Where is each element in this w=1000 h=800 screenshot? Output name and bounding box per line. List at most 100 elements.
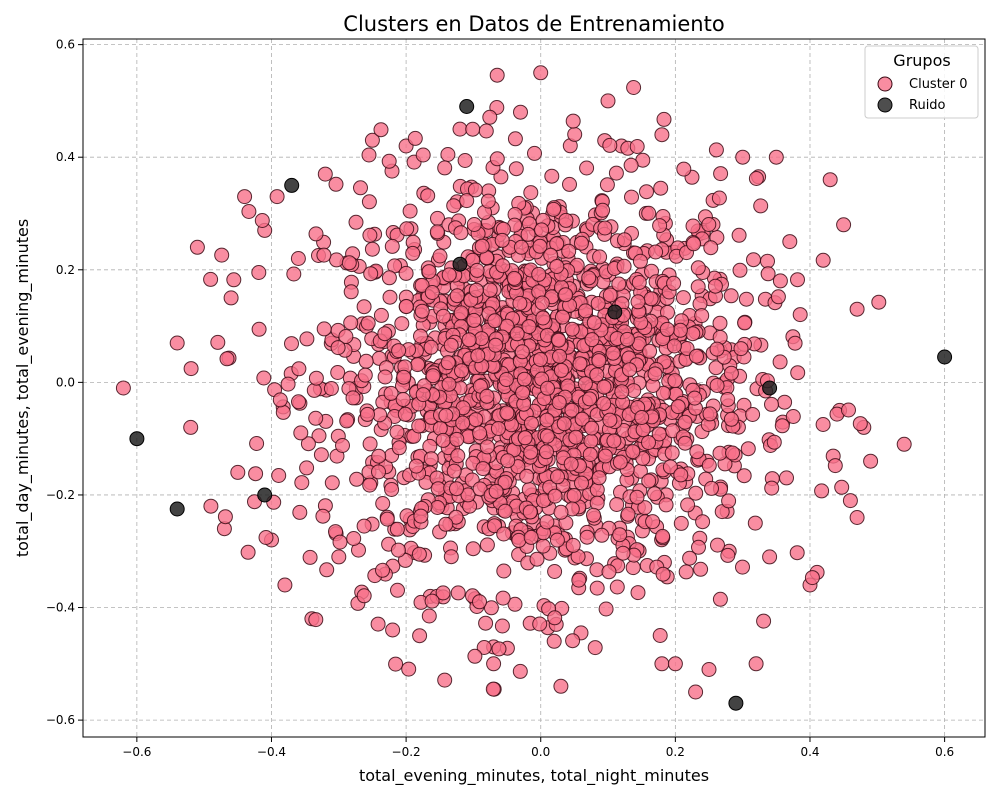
data-point-cluster-0 <box>539 514 555 530</box>
data-point-ruido <box>459 99 475 114</box>
data-point-cluster-0 <box>396 369 412 385</box>
data-point-cluster-0 <box>414 303 430 319</box>
data-point-cluster-0 <box>630 294 646 310</box>
data-point-cluster-0 <box>591 353 607 369</box>
data-point-cluster-0 <box>500 453 516 469</box>
data-point-cluster-0 <box>735 149 751 165</box>
data-point-cluster-0 <box>523 185 539 201</box>
data-point-cluster-0 <box>625 444 641 460</box>
data-point-cluster-0 <box>453 225 469 241</box>
data-point-cluster-0 <box>323 381 339 396</box>
data-point-cluster-0 <box>841 402 856 418</box>
data-point-cluster-0 <box>293 425 309 441</box>
data-point-cluster-0 <box>496 563 512 579</box>
data-point-cluster-0 <box>356 518 372 534</box>
data-point-cluster-0 <box>790 365 806 381</box>
data-point-cluster-0 <box>371 464 386 480</box>
data-point-cluster-0 <box>582 447 598 462</box>
data-point-cluster-0 <box>787 335 803 351</box>
data-point-cluster-0 <box>362 436 378 452</box>
data-point-cluster-0 <box>732 262 748 278</box>
data-point-cluster-0 <box>269 189 285 205</box>
data-point-cluster-0 <box>339 413 355 429</box>
data-point-cluster-0 <box>579 160 595 176</box>
data-point-cluster-0 <box>330 365 346 380</box>
data-point-cluster-0 <box>552 348 567 364</box>
data-point-cluster-0 <box>356 588 372 604</box>
data-point-ruido <box>169 501 185 517</box>
data-point-cluster-0 <box>550 469 565 485</box>
data-point-cluster-0 <box>497 503 513 519</box>
data-point-cluster-0 <box>606 433 622 449</box>
data-point-cluster-0 <box>701 217 717 232</box>
data-point-cluster-0 <box>401 661 417 677</box>
data-point-cluster-0 <box>564 402 580 418</box>
data-point-cluster-0 <box>527 145 542 161</box>
data-point-cluster-0 <box>701 662 717 677</box>
data-point-cluster-0 <box>565 537 581 553</box>
data-point-cluster-0 <box>286 266 302 282</box>
data-point-cluster-0 <box>632 253 648 269</box>
data-point-cluster-0 <box>852 416 868 432</box>
data-point-cluster-0 <box>479 439 495 455</box>
data-point-cluster-0 <box>480 193 496 209</box>
data-point-cluster-0 <box>183 419 199 435</box>
data-point-cluster-0 <box>469 262 485 278</box>
data-point-cluster-0 <box>373 122 389 138</box>
data-point-cluster-0 <box>547 610 563 626</box>
data-point-cluster-0 <box>271 468 287 483</box>
data-point-cluster-0 <box>779 470 794 486</box>
data-point-cluster-0 <box>595 202 611 218</box>
data-point-cluster-0 <box>836 217 852 233</box>
data-point-cluster-0 <box>311 428 327 444</box>
data-point-cluster-0 <box>486 656 502 672</box>
data-point-cluster-0 <box>655 528 671 544</box>
y-tick-label: 0.2 <box>56 263 75 277</box>
data-point-cluster-0 <box>377 326 393 342</box>
data-point-cluster-0 <box>567 126 583 142</box>
data-point-cluster-0 <box>398 299 414 314</box>
data-point-cluster-0 <box>639 184 654 200</box>
data-point-ruido <box>284 177 300 193</box>
data-point-cluster-0 <box>512 295 528 311</box>
data-point-cluster-0 <box>415 147 431 163</box>
data-point-cluster-0 <box>571 572 587 588</box>
data-point-cluster-0 <box>413 328 428 344</box>
data-point-cluster-0 <box>435 432 451 448</box>
data-point-cluster-0 <box>654 127 670 143</box>
data-point-cluster-0 <box>397 552 413 568</box>
data-point-cluster-0 <box>379 511 395 527</box>
data-point-cluster-0 <box>598 601 614 617</box>
data-point-cluster-0 <box>584 332 600 348</box>
data-point-cluster-0 <box>425 368 441 384</box>
data-point-cluster-0 <box>581 270 597 286</box>
data-point-cluster-0 <box>790 272 805 288</box>
data-point-cluster-0 <box>721 493 737 509</box>
data-point-cluster-0 <box>217 509 233 525</box>
data-point-cluster-0 <box>827 458 843 474</box>
data-point-cluster-0 <box>664 445 680 461</box>
y-tick-label: −0.6 <box>46 713 75 727</box>
data-point-cluster-0 <box>590 296 606 311</box>
data-point-cluster-0 <box>534 295 550 311</box>
data-point-cluster-0 <box>362 227 378 243</box>
data-point-cluster-0 <box>690 260 706 276</box>
data-point-cluster-0 <box>667 373 683 389</box>
data-point-cluster-0 <box>495 590 511 606</box>
data-point-cluster-0 <box>455 415 471 431</box>
y-tick-label: −0.4 <box>46 601 75 615</box>
data-point-cluster-0 <box>523 415 539 431</box>
data-point-cluster-0 <box>592 249 608 265</box>
data-point-cluster-0 <box>324 475 340 491</box>
data-point-cluster-0 <box>468 282 484 298</box>
data-point-cluster-0 <box>440 355 456 371</box>
data-point-cluster-0 <box>497 474 513 490</box>
data-point-cluster-0 <box>381 270 397 286</box>
data-point-cluster-0 <box>389 424 405 440</box>
data-point-cluster-0 <box>448 509 464 525</box>
data-point-cluster-0 <box>277 577 293 593</box>
y-axis-ticks: −0.6 −0.4 −0.2 0.0 0.2 0.4 0.6 <box>46 38 83 727</box>
data-point-cluster-0 <box>563 456 579 472</box>
data-point-cluster-0 <box>539 412 555 428</box>
